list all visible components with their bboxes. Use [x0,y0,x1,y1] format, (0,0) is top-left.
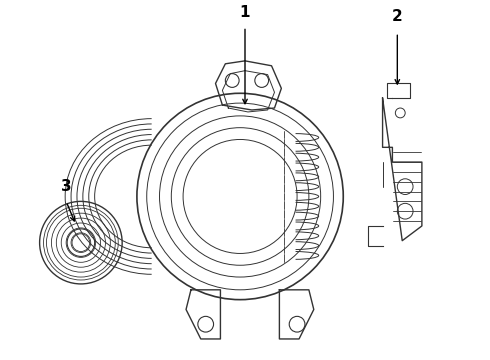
Text: 1: 1 [240,5,250,19]
Text: 2: 2 [392,9,403,24]
Text: 3: 3 [61,179,72,194]
